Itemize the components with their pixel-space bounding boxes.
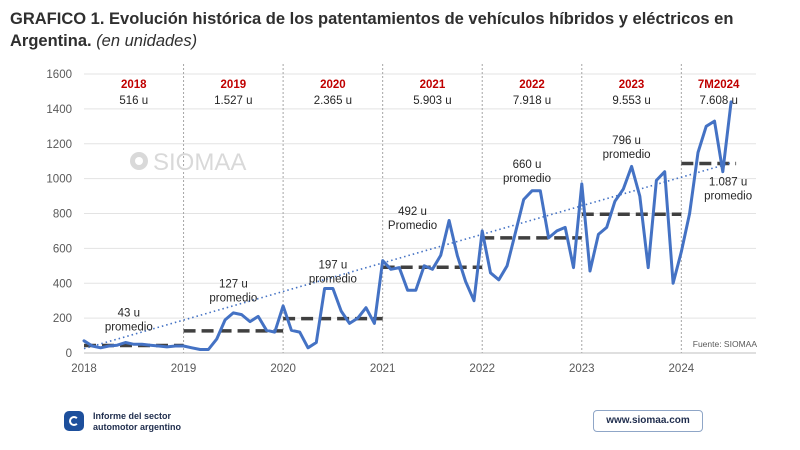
y-tick-label: 1200 bbox=[46, 139, 72, 151]
year-total-label: 1.527 u bbox=[214, 95, 252, 107]
year-total-label: 5.903 u bbox=[413, 95, 451, 107]
year-header-label: 2022 bbox=[519, 79, 545, 91]
y-tick-label: 1400 bbox=[46, 104, 72, 116]
x-tick-label: 2022 bbox=[469, 363, 495, 375]
chart-title-main: GRAFICO 1. Evolución histórica de los pa… bbox=[10, 10, 734, 50]
chart-title: GRAFICO 1. Evolución histórica de los pa… bbox=[10, 8, 780, 52]
siomaa-logo-icon bbox=[64, 411, 84, 431]
x-axis: 2018 2019 2020 2021 2022 2023 2024 bbox=[71, 363, 695, 375]
average-text-label: promedio bbox=[209, 293, 257, 305]
x-tick-label: 2023 bbox=[569, 363, 595, 375]
average-labels: 43 u promedio 127 u promedio 197 u promedio 49… bbox=[105, 135, 752, 334]
y-tick-label: 1600 bbox=[46, 69, 72, 81]
year-headers: 2018 516 u 2019 1.527 u 2020 2.365 u 2021 5.903… bbox=[119, 79, 740, 107]
x-tick-label: 2021 bbox=[370, 363, 396, 375]
year-header-label: 2018 bbox=[121, 79, 147, 91]
x-tick-label: 2018 bbox=[71, 363, 97, 375]
year-total-label: 7.918 u bbox=[513, 95, 551, 107]
y-axis: 0 200 400 600 800 1000 1200 1400 1600 bbox=[46, 69, 72, 360]
average-value-label: 1.087 u bbox=[709, 177, 747, 189]
average-text-label: promedio bbox=[503, 173, 551, 185]
x-tick-label: 2024 bbox=[669, 363, 695, 375]
trend-line bbox=[83, 162, 732, 350]
year-header-label: 2019 bbox=[221, 79, 247, 91]
y-tick-label: 200 bbox=[53, 313, 72, 325]
siomaa-watermark: SIOMAA bbox=[130, 149, 246, 176]
footer-report-label: Informe del sector automotor argentino bbox=[93, 411, 181, 433]
average-value-label: 492 u bbox=[398, 206, 427, 218]
year-header-label: 2020 bbox=[320, 79, 346, 91]
footer-report-line1: Informe del sector bbox=[93, 411, 172, 421]
series-line bbox=[82, 100, 733, 351]
watermark-icon-inner bbox=[135, 157, 143, 165]
footer-url-link[interactable]: www.siomaa.com bbox=[593, 410, 703, 432]
average-text-label: promedio bbox=[105, 321, 153, 333]
average-value-label: 660 u bbox=[513, 159, 542, 171]
source-note: Fuente: SIOMAA bbox=[693, 339, 758, 349]
year-header-label: 2021 bbox=[420, 79, 446, 91]
y-tick-label: 0 bbox=[66, 348, 72, 360]
y-tick-label: 800 bbox=[53, 209, 72, 221]
average-value-label: 197 u bbox=[318, 259, 347, 271]
year-total-label: 516 u bbox=[119, 95, 148, 107]
x-tick-label: 2020 bbox=[270, 363, 296, 375]
y-tick-label: 600 bbox=[53, 243, 72, 255]
average-value-label: 796 u bbox=[612, 135, 641, 147]
watermark-text: SIOMAA bbox=[153, 149, 246, 176]
average-text-label: promedio bbox=[704, 191, 752, 203]
average-text-label: Promedio bbox=[388, 220, 437, 232]
year-total-label: 9.553 u bbox=[612, 95, 650, 107]
average-text-label: promedio bbox=[603, 149, 651, 161]
x-tick-label: 2019 bbox=[171, 363, 197, 375]
average-value-label: 43 u bbox=[118, 307, 140, 319]
year-header-label: 2023 bbox=[619, 79, 645, 91]
average-value-label: 127 u bbox=[219, 279, 248, 291]
y-tick-label: 1000 bbox=[46, 174, 72, 186]
y-tick-label: 400 bbox=[53, 278, 72, 290]
year-total-label: 2.365 u bbox=[314, 95, 352, 107]
footer-report-line2: automotor argentino bbox=[93, 422, 181, 432]
average-text-label: promedio bbox=[309, 273, 357, 285]
year-dividers bbox=[183, 64, 682, 353]
year-header-label: 7M2024 bbox=[698, 79, 740, 91]
chart-title-subtitle: (en unidades) bbox=[96, 32, 198, 50]
trend-dotted-line bbox=[83, 162, 732, 350]
year-total-label: 7.608 u bbox=[699, 95, 737, 107]
monthly-series-line bbox=[82, 100, 733, 351]
